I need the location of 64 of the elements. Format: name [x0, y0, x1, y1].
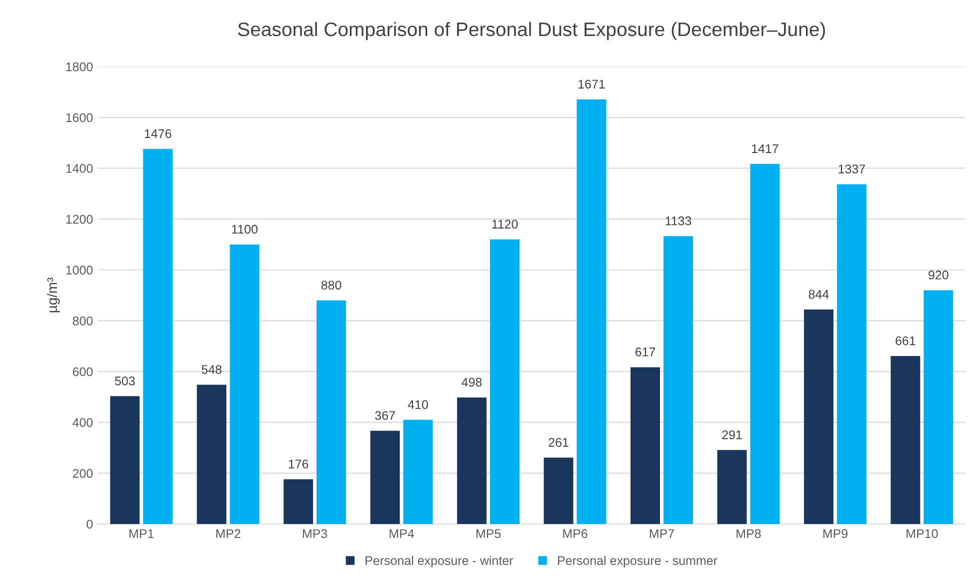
- data-label: 1476: [144, 129, 172, 138]
- x-tick-label: MP8: [736, 529, 761, 538]
- x-tick-label: MP4: [390, 529, 414, 538]
- y-axis-title: µg/m³: [46, 278, 60, 312]
- x-tick-label: MP5: [476, 529, 501, 538]
- data-label: 844: [808, 290, 829, 299]
- bar: [750, 164, 780, 524]
- bar: [316, 300, 346, 524]
- y-tick-label: 600: [72, 367, 93, 376]
- x-tick-label: MP1: [130, 529, 154, 538]
- bar: [230, 244, 260, 524]
- y-tick-label: 400: [72, 418, 93, 427]
- bar: [110, 396, 140, 524]
- data-label: 1133: [666, 216, 692, 226]
- data-label: 410: [408, 400, 428, 410]
- bar: [630, 367, 660, 524]
- bar: [490, 239, 520, 524]
- y-tick-label: 0: [86, 520, 93, 529]
- bar: [663, 236, 693, 524]
- data-label: 880: [321, 280, 342, 290]
- bar: [196, 384, 226, 524]
- bar: [924, 290, 954, 524]
- data-label: 1671: [578, 80, 605, 89]
- y-tick-label: 1400: [66, 164, 93, 173]
- chart-title: Seasonal Comparison of Personal Dust Exposure (December–June): [238, 22, 825, 40]
- y-tick-label: 1200: [66, 214, 93, 224]
- bar: [403, 420, 433, 524]
- bar: [836, 184, 866, 524]
- bar: [576, 99, 606, 524]
- x-tick-label: MP10: [906, 529, 938, 538]
- bar: [804, 310, 834, 524]
- bar: [143, 148, 173, 524]
- data-label: 1417: [752, 144, 778, 153]
- legend-label: Personal exposure - summer: [558, 556, 718, 568]
- data-label: 617: [635, 348, 656, 356]
- bar: [457, 397, 487, 524]
- x-tick-label: MP7: [650, 529, 674, 538]
- x-tick-label: MP6: [563, 529, 588, 538]
- y-tick-label: 1800: [66, 62, 93, 72]
- bar: [890, 356, 920, 524]
- data-label: 261: [548, 438, 568, 447]
- data-label: 1120: [492, 220, 518, 229]
- y-tick-label: 200: [72, 468, 93, 478]
- data-label: 291: [722, 430, 742, 440]
- bar: [717, 450, 747, 524]
- y-tick-label: 1000: [66, 266, 93, 275]
- data-label: 176: [288, 460, 308, 468]
- data-label: 661: [896, 336, 916, 346]
- x-tick-label: MP3: [303, 529, 328, 538]
- data-label: 498: [462, 378, 482, 387]
- data-label: 1337: [838, 164, 865, 174]
- bar: [284, 479, 314, 524]
- data-label: 920: [928, 270, 948, 280]
- bar: [370, 430, 400, 524]
- bar: [544, 458, 574, 524]
- data-label: 1100: [232, 224, 258, 234]
- data-label: 503: [114, 376, 135, 386]
- x-tick-label: MP9: [823, 529, 848, 538]
- y-tick-label: 1600: [66, 113, 93, 122]
- x-tick-label: MP2: [216, 529, 240, 538]
- data-label: 548: [202, 365, 222, 374]
- y-tick-label: 800: [72, 316, 93, 326]
- legend-label: Personal exposure - winter: [366, 556, 514, 568]
- data-label: 367: [375, 411, 395, 420]
